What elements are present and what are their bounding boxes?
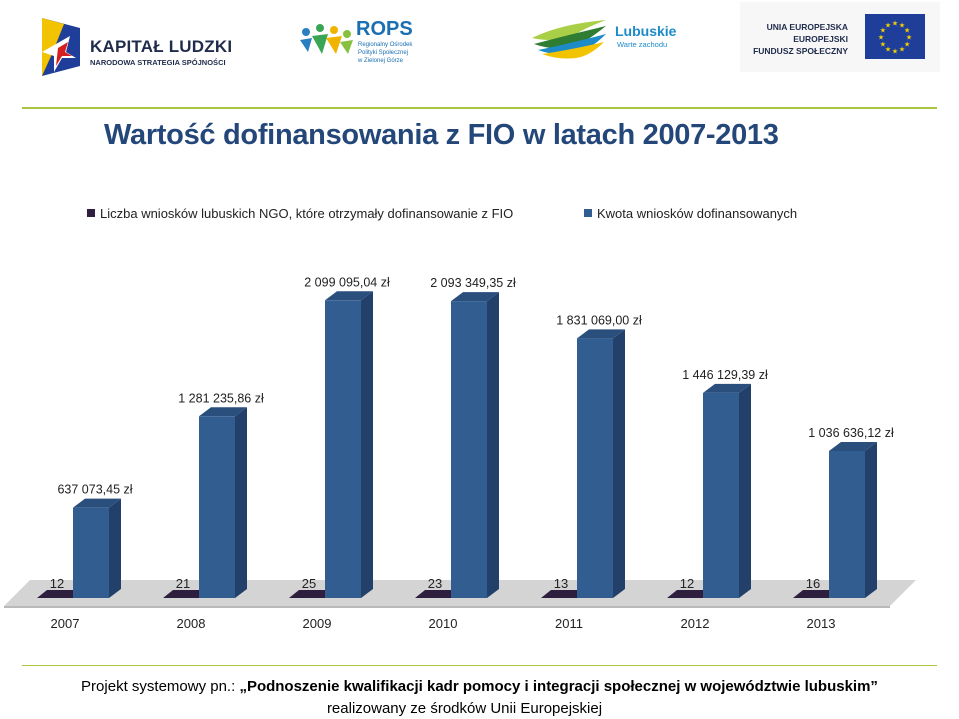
eu-line: EUROPEJSKI bbox=[793, 34, 848, 44]
x-tick-label: 2009 bbox=[303, 616, 332, 631]
x-tick-label: 2011 bbox=[555, 616, 583, 631]
series2-data-label: 2 099 095,04 zł bbox=[304, 275, 390, 289]
series2-data-label: 1 281 235,86 zł bbox=[178, 391, 264, 405]
series1-data-label: 13 bbox=[554, 576, 568, 591]
page-title: Wartość dofinansowania z FIO w latach 20… bbox=[104, 119, 779, 151]
rops-logo: ROPS Regionalny Ośrodek Polityki Społecz… bbox=[298, 18, 428, 70]
kapital-ludzki-title: KAPITAŁ LUDZKI bbox=[90, 37, 233, 56]
series2-bar-top bbox=[829, 441, 877, 451]
eu-star-icon: ★ bbox=[880, 27, 886, 35]
eu-star-icon: ★ bbox=[899, 21, 905, 29]
series2-bar-top bbox=[703, 383, 751, 393]
legend-swatch-series2 bbox=[584, 209, 592, 217]
series2-bar-side bbox=[613, 329, 625, 598]
legend-label-series1: Liczba wniosków lubuskich NGO, które otr… bbox=[100, 206, 514, 221]
series2-bar bbox=[325, 300, 361, 598]
series2-bar-side bbox=[739, 383, 751, 598]
series2-bar-side bbox=[235, 407, 247, 598]
legend-item-series2: Kwota wniosków dofinansowanych bbox=[584, 206, 797, 221]
series2-bar bbox=[703, 392, 739, 598]
eu-star-icon: ★ bbox=[904, 41, 910, 49]
series2-bar-top bbox=[199, 407, 247, 417]
eu-star-icon: ★ bbox=[878, 34, 884, 42]
series2-bar-top bbox=[325, 291, 373, 301]
series1-data-label: 23 bbox=[428, 576, 442, 591]
kapital-ludzki-emblem-icon bbox=[42, 18, 80, 76]
eu-star-icon: ★ bbox=[885, 46, 891, 54]
eu-star-icon: ★ bbox=[892, 20, 898, 28]
series1-data-label: 12 bbox=[680, 576, 694, 591]
series2-bar-top bbox=[451, 292, 499, 302]
series1-data-label: 25 bbox=[302, 576, 316, 591]
series2-bar bbox=[577, 338, 613, 598]
chart-floor-edge bbox=[4, 606, 890, 608]
series1-data-label: 21 bbox=[176, 576, 190, 591]
rops-title: ROPS bbox=[356, 18, 413, 40]
series2-bar-side bbox=[865, 441, 877, 598]
rops-people-icon bbox=[300, 24, 353, 54]
eu-line: UNIA EUROPEJSKA bbox=[766, 22, 848, 32]
lubuskie-title: Lubuskie bbox=[615, 23, 677, 39]
footer-line2: realizowany ze środków Unii Europejskiej bbox=[326, 700, 603, 717]
series2-data-label: 637 073,45 zł bbox=[57, 483, 132, 497]
series2-bar-side bbox=[361, 291, 373, 598]
series2-data-label: 1 831 069,00 zł bbox=[556, 313, 642, 327]
eu-star-icon: ★ bbox=[906, 34, 912, 42]
header-logos: KAPITAŁ LUDZKI NARODOWA STRATEGIA SPÓJNO… bbox=[0, 0, 959, 100]
series2-bar-top bbox=[73, 498, 121, 508]
legend-item-series1: Liczba wniosków lubuskich NGO, które otr… bbox=[87, 206, 513, 221]
eu-flag-icon: ★ ★ ★ ★ ★ ★ ★ ★ ★ ★ ★ ★ bbox=[865, 14, 925, 59]
chart: 12 637 073,45 zł 2007 21 1 281 235,86 zł 2008… bbox=[4, 275, 916, 631]
rops-line: w Zielonej Górze bbox=[358, 58, 404, 64]
series2-bar bbox=[199, 416, 235, 598]
rops-line: Polityki Społecznej bbox=[358, 50, 409, 56]
eu-line: FUNDUSZ SPOŁECZNY bbox=[753, 46, 848, 56]
x-tick-label: 2008 bbox=[177, 616, 206, 631]
bottom-divider bbox=[22, 665, 937, 666]
rops-line: Regionalny Ośrodek bbox=[358, 42, 413, 48]
series2-bar-top bbox=[577, 329, 625, 339]
series2-bar bbox=[451, 301, 487, 598]
legend-swatch-series1 bbox=[87, 209, 95, 217]
series2-bar-side bbox=[487, 292, 499, 598]
eu-logo: UNIA EUROPEJSKA EUROPEJSKI FUNDUSZ SPOŁE… bbox=[740, 2, 940, 72]
series2-data-label: 1 446 129,39 zł bbox=[682, 368, 768, 382]
series2-bar bbox=[829, 450, 865, 598]
legend-label-series2: Kwota wniosków dofinansowanych bbox=[597, 206, 798, 221]
x-tick-label: 2010 bbox=[429, 616, 458, 631]
series2-bar-side bbox=[109, 498, 121, 598]
footer-prefix: Projekt systemowy pn.: bbox=[81, 678, 240, 695]
x-tick-label: 2007 bbox=[51, 616, 80, 631]
eu-star-icon: ★ bbox=[892, 48, 898, 56]
series1-data-label: 12 bbox=[50, 576, 64, 591]
x-tick-label: 2013 bbox=[807, 616, 836, 631]
kapital-ludzki-logo: KAPITAŁ LUDZKI NARODOWA STRATEGIA SPÓJNO… bbox=[36, 14, 246, 80]
series2-data-label: 1 036 636,12 zł bbox=[808, 426, 894, 440]
eu-star-icon: ★ bbox=[880, 41, 886, 49]
footer-line1: Projekt systemowy pn.: „Podnoszenie kwal… bbox=[0, 678, 959, 695]
kapital-ludzki-subtitle: NARODOWA STRATEGIA SPÓJNOŚCI bbox=[90, 58, 226, 67]
eu-star-icon: ★ bbox=[904, 27, 910, 35]
lubuskie-subtitle: Warte zachodu bbox=[617, 40, 668, 49]
series2-data-label: 2 093 349,35 zł bbox=[430, 276, 516, 290]
series1-data-label: 16 bbox=[806, 576, 820, 591]
eu-star-icon: ★ bbox=[885, 21, 891, 29]
footer-project-name: „Podnoszenie kwalifikacji kadr pomocy i … bbox=[239, 678, 878, 695]
x-tick-label: 2012 bbox=[681, 616, 710, 631]
lubuskie-logo: Lubuskie Warte zachodu bbox=[530, 16, 690, 64]
lubuskie-waves-icon bbox=[532, 20, 606, 59]
top-divider bbox=[22, 107, 937, 109]
series2-bar bbox=[73, 507, 109, 598]
eu-star-icon: ★ bbox=[899, 46, 905, 54]
